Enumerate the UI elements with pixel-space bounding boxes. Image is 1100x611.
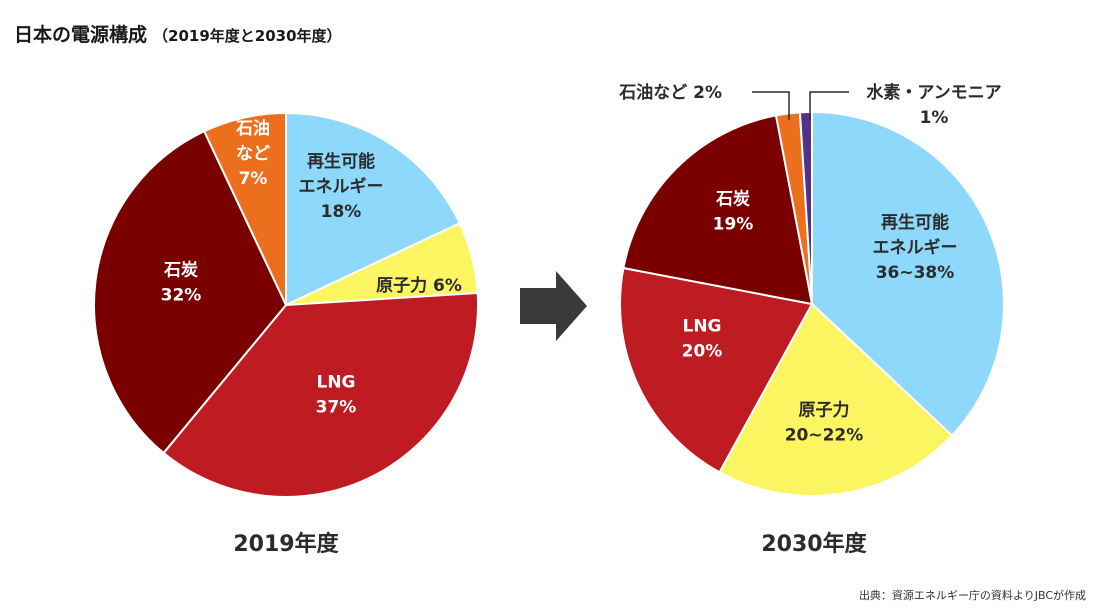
slice-label-renewable: 再生可能 — [881, 212, 949, 233]
slice-label-renewable: 18% — [321, 202, 362, 222]
slice-label-renewable: エネルギー — [299, 177, 384, 197]
pie-slice-coal — [92, 129, 288, 455]
pie-slice-hydrogen — [798, 110, 813, 305]
slice-label-hydrogen: 1% — [920, 108, 949, 128]
slice-label-oil: 石油など 2% — [618, 82, 722, 103]
slice-label-renewable: 再生可能 — [307, 151, 375, 172]
slice-label-renewable: エネルギー — [873, 238, 958, 258]
callout-line-oil — [752, 91, 790, 120]
pie-slice-nuclear — [718, 302, 954, 497]
slice-label-coal: 32% — [161, 286, 202, 306]
source-note: 出典：資源エネルギー庁の資料よりJBCが作成 — [859, 588, 1086, 602]
slice-label-nuclear: 20~22% — [785, 426, 864, 446]
year-label-2030: 2030年度 — [761, 531, 867, 557]
slice-label-oil: 7% — [239, 169, 268, 189]
pie-slice-oil — [202, 111, 287, 306]
slice-label-oil: など — [236, 144, 270, 164]
pie-slice-renewable — [811, 110, 1005, 437]
pie-slice-lng — [619, 266, 814, 474]
chart-title: 日本の電源構成 （2019年度と2030年度） — [14, 23, 342, 46]
pie-slice-lng — [162, 291, 479, 498]
slice-label-nuclear: 原子力 — [799, 400, 850, 421]
slice-label-nuclear: 原子力 6% — [376, 275, 462, 296]
slice-label-lng: 20% — [682, 342, 723, 362]
year-label-2019: 2019年度 — [233, 531, 339, 557]
slice-label-coal: 石炭 — [715, 189, 750, 210]
slice-label-hydrogen: 水素・アンモニア — [866, 82, 1001, 103]
slice-label-lng: LNG — [682, 317, 721, 337]
slice-label-oil: 石油 — [235, 118, 270, 139]
pie-slice-coal — [622, 114, 814, 306]
slice-label-coal: 石炭 — [163, 260, 198, 281]
slice-label-renewable: 36~38% — [876, 263, 955, 283]
pie-slice-renewable — [285, 111, 462, 307]
slice-label-lng: 37% — [316, 398, 357, 418]
right-arrow-icon — [520, 271, 587, 341]
slice-label-lng: LNG — [316, 373, 355, 393]
slice-label-coal: 19% — [713, 215, 754, 235]
callout-line-hydrogen — [809, 91, 849, 120]
